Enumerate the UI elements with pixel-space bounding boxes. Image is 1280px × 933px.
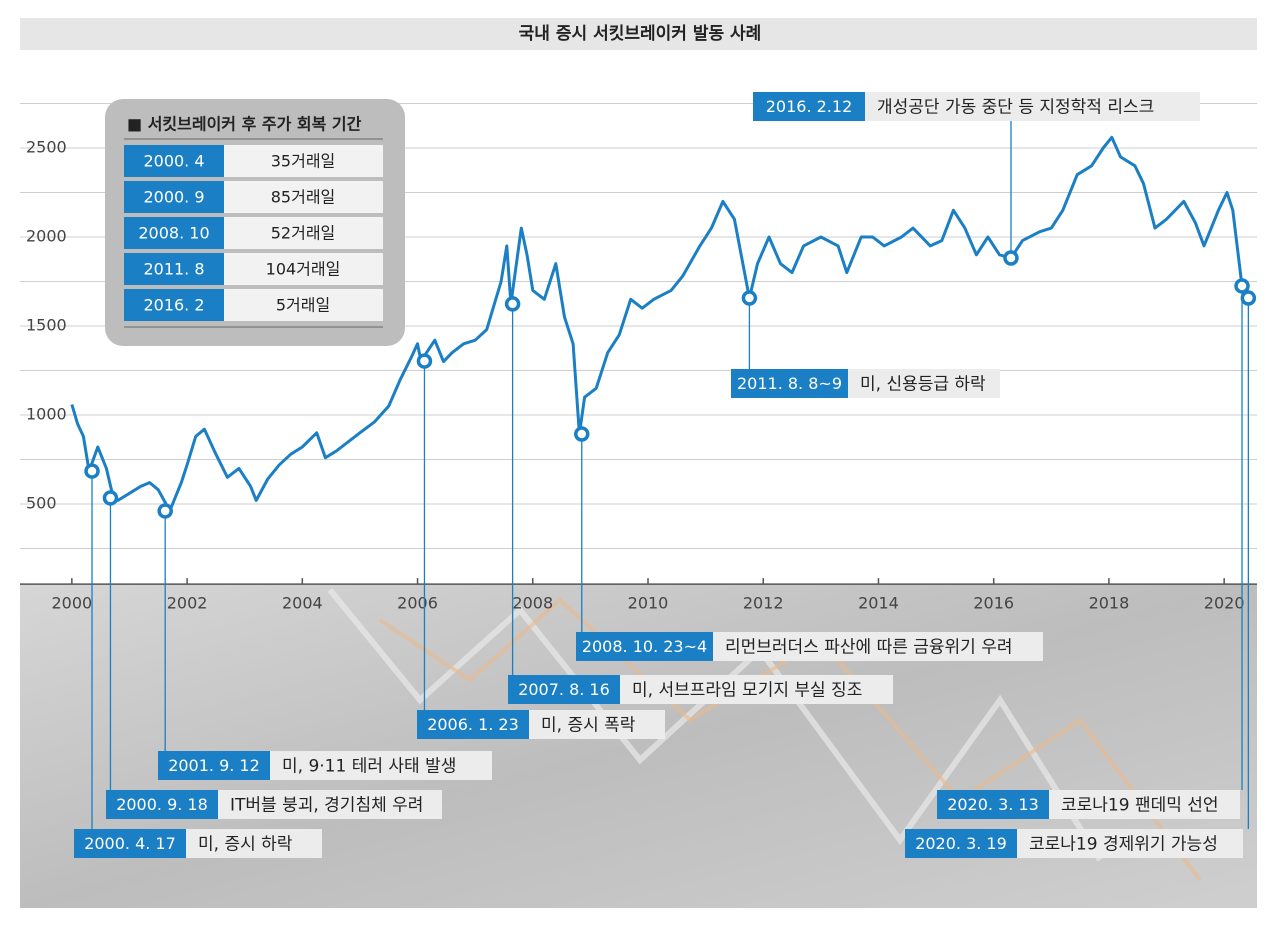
event-text: IT버블 붕괴, 경기침체 우려 [230, 796, 423, 816]
event-text: 미, 9·11 테러 사태 발생 [282, 757, 456, 777]
inset-date: 2000. 9 [143, 188, 204, 207]
event-text: 리먼브러더스 파산에 따른 금융위기 우려 [725, 638, 1013, 658]
event-marker [157, 503, 173, 519]
inset-title: ■ 서킷브레이커 후 주가 회복 기간 [127, 115, 362, 134]
event-text-box [713, 632, 1043, 661]
event-date-box [106, 790, 218, 819]
event-marker [1234, 278, 1250, 294]
event-text: 미, 신용등급 하락 [860, 375, 986, 395]
event-text-box [620, 675, 893, 704]
x-tick-label: 2020 [1204, 594, 1245, 613]
event-text: 코로나19 경제위기 가능성 [1029, 835, 1218, 855]
event-text-box [270, 751, 492, 780]
x-tick-label: 2002 [167, 594, 208, 613]
event-text: 미, 서브프라임 모기지 부실 징조 [632, 681, 862, 701]
chart-title: 국내 증시 서킷브레이커 발동 사례 [519, 24, 762, 44]
inset-date-cell [124, 253, 224, 285]
inset-value: 35거래일 [271, 152, 336, 171]
event-text-box [1017, 829, 1243, 858]
x-tick-label: 2018 [1089, 594, 1130, 613]
event-text-box [848, 369, 1000, 398]
x-tick-label: 2000 [51, 594, 92, 613]
inset-date: 2008. 10 [138, 224, 209, 243]
y-tick-label: 2500 [26, 138, 67, 157]
events: 2000. 4. 17 미, 증시 하락 2000. 9. 18 IT버블 붕괴, 경… [74, 92, 1257, 858]
plot [70, 135, 1250, 513]
inset-value: 5거래일 [276, 296, 330, 315]
event-date-box [753, 92, 865, 121]
y-tick-label: 500 [26, 494, 57, 513]
event-marker [84, 463, 100, 479]
x-tick-label: 2010 [628, 594, 669, 613]
y-tick-label: 1000 [26, 405, 67, 424]
event-date: 2000. 9. 18 [116, 795, 208, 814]
event-marker [573, 426, 590, 442]
event-date-box [731, 369, 848, 398]
inset-date: 2000. 4 [143, 152, 204, 171]
event-date: 2000. 4. 17 [84, 834, 176, 853]
kospi-line [70, 135, 1250, 513]
y-tick-label: 2000 [26, 227, 67, 246]
inset-value-cell [224, 181, 383, 213]
event-text-box [186, 829, 322, 858]
event-date: 2020. 3. 19 [915, 834, 1007, 853]
event-date: 2020. 3. 13 [947, 795, 1039, 814]
event-date-box [417, 710, 529, 739]
title-band [20, 18, 1257, 50]
inset-date-cell [124, 145, 224, 177]
event-date-box [937, 790, 1049, 819]
event-date-box [576, 632, 713, 661]
inset-date-cell [124, 217, 224, 249]
inset-value-cell [224, 217, 383, 249]
inset-table: ■ 서킷브레이커 후 주가 회복 기간 2000. 4 35거래일 2000. 9 85… [105, 99, 405, 346]
background-decoration [327, 588, 1103, 862]
event-marker [504, 296, 521, 312]
event-date-box [905, 829, 1017, 858]
event-marker [102, 490, 119, 506]
event-text-box [865, 92, 1200, 121]
x-tick-label: 2014 [858, 594, 899, 613]
event-date: 2007. 8. 16 [518, 680, 610, 699]
event-date: 2001. 9. 12 [168, 756, 260, 775]
event-date: 2008. 10. 23~4 [582, 637, 707, 656]
inset-date: 2011. 8 [143, 260, 204, 279]
event-text-box [218, 790, 442, 819]
event-date-box [508, 675, 620, 704]
event-text: 미, 증시 하락 [198, 835, 293, 855]
event-text: 코로나19 팬데믹 선언 [1061, 796, 1219, 816]
x-tick-label: 2008 [512, 594, 553, 613]
event-text-box [529, 710, 665, 739]
event-date: 2006. 1. 23 [427, 715, 519, 734]
event-marker [741, 290, 758, 306]
event-date-box [158, 751, 270, 780]
inset-date-cell [124, 181, 224, 213]
inset-value-cell [224, 253, 383, 285]
inset-value-cell [224, 289, 383, 321]
event-marker [1240, 290, 1257, 306]
inset-date: 2016. 2 [143, 296, 204, 315]
event-date: 2016. 2.12 [766, 97, 853, 116]
x-tick-label: 2016 [973, 594, 1014, 613]
x-tick-label: 2006 [397, 594, 438, 613]
inset-value-cell [224, 145, 383, 177]
event-text: 미, 증시 폭락 [541, 716, 636, 736]
inset-value: 104거래일 [266, 260, 341, 279]
event-marker [416, 353, 433, 369]
x-tick-label: 2004 [282, 594, 323, 613]
inset-date-cell [124, 289, 224, 321]
x-tick-label: 2012 [743, 594, 784, 613]
event-text: 개성공단 가동 중단 등 지정학적 리스크 [877, 98, 1154, 118]
y-tick-label: 1500 [26, 316, 67, 335]
inset-value: 52거래일 [271, 224, 336, 243]
inset-value: 85거래일 [271, 188, 336, 207]
event-marker [1003, 250, 1019, 266]
event-date: 2011. 8. 8~9 [737, 374, 842, 393]
event-text-box [1049, 790, 1240, 819]
event-date-box [74, 829, 186, 858]
